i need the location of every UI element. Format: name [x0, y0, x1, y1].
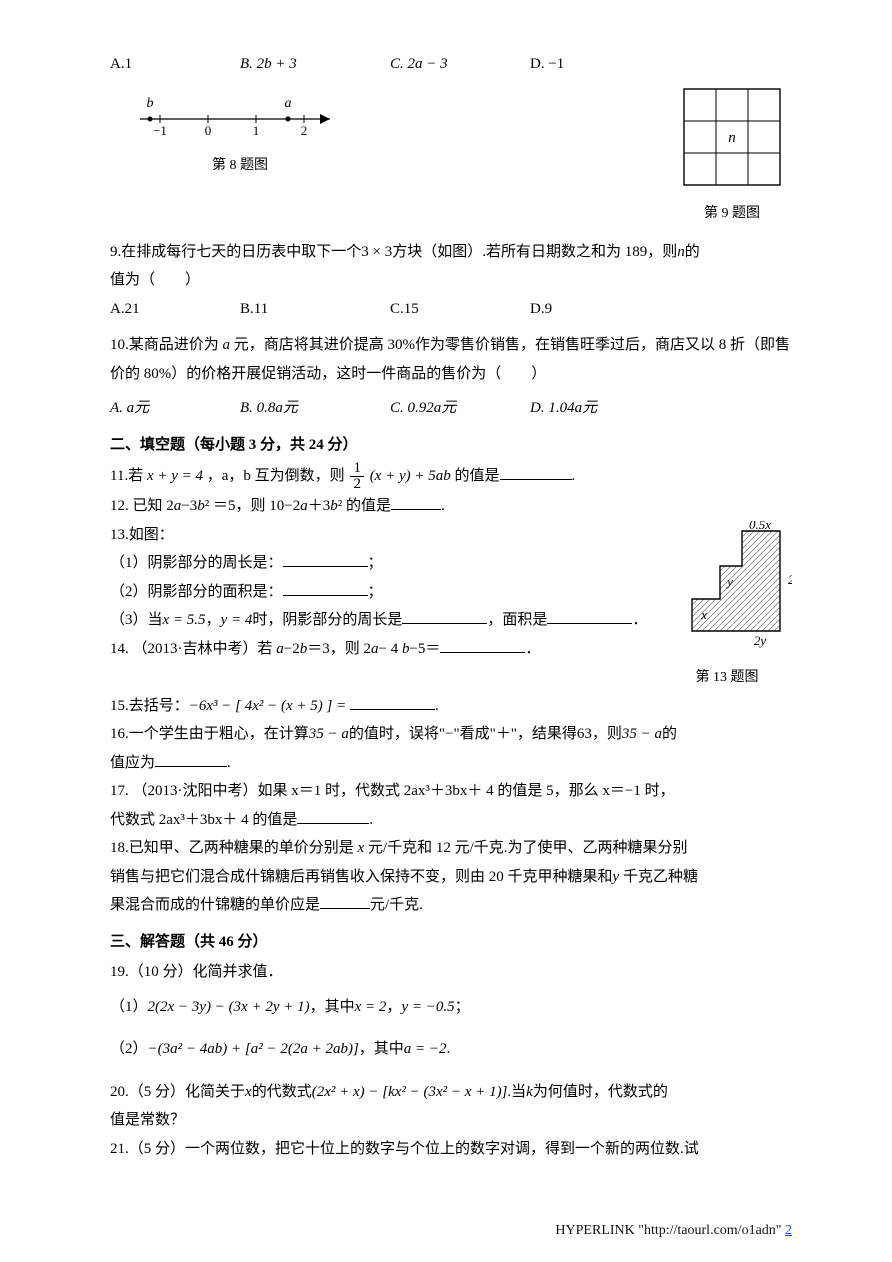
svg-text:2: 2: [301, 123, 308, 138]
q16-line1: 16.一个学生由于粗心，在计算35 − a的值时，误将"−"看成"＋"，结果得6…: [110, 720, 792, 749]
q18-blank: [320, 893, 370, 909]
q17-line1: 17. （2013·沈阳中考）如果 x＝1 时，代数式 2ax³＋3bx＋ 4 …: [110, 777, 792, 806]
q18-line1: 18.已知甲、乙两种糖果的单价分别是 x 元/千克和 12 元/千克.为了使甲、…: [110, 834, 792, 863]
q11: 11.若 x + y = 4 ，a，b 互为倒数，则 12 (x + y) + …: [110, 461, 792, 492]
q14-blank: [440, 637, 525, 653]
q9-opt-c: C.15: [390, 295, 530, 324]
svg-text:x: x: [700, 607, 707, 622]
svg-text:2y: 2y: [754, 633, 767, 648]
q20-line2: 值是常数？: [110, 1106, 792, 1135]
q10-text: 10.某商品进价为 a 元，商店将其进价提高 30%作为零售价销售，在销售旺季过…: [110, 331, 792, 388]
q13-blank2: [283, 580, 368, 596]
q17-line2: 代数式 2ax³＋3bx＋ 4 的值是.: [110, 806, 792, 835]
svg-text:0.5x: 0.5x: [749, 521, 771, 532]
q10-opt-c: C. 0.92a元: [390, 394, 530, 423]
q10-opt-d: D. 1.04a元: [530, 394, 597, 423]
q18-line3: 果混合而成的什锦糖的单价应是元/千克.: [110, 891, 792, 920]
number-line-svg: b a −1 0 1 2: [130, 87, 350, 139]
q19-part1: （1）2(2x − 3y) − (3x + 2y + 1)，其中x = 2，y …: [110, 993, 792, 1022]
q15: 15.去括号：−6x³ − [ 4x² − (x + 5) ] = .: [110, 692, 792, 721]
q19-head: 19.（10 分）化简并求值．: [110, 958, 792, 987]
svg-text:n: n: [728, 130, 736, 146]
q12: 12. 已知 2a−3b² ＝5，则 10−2a＋3b² 的值是.: [110, 492, 792, 521]
q19-part2: （2）−(3a² − 4ab) + [a² − 2(2a + 2ab)]，其中a…: [110, 1035, 792, 1064]
q12-blank: [391, 494, 441, 510]
footer-page-link[interactable]: 2: [785, 1223, 792, 1238]
q9-opt-b: B.11: [240, 295, 390, 324]
q9-options: A.21 B.11 C.15 D.9: [110, 295, 792, 324]
page-footer: HYPERLINK "http://taourl.com/o1adn" 2: [0, 1193, 892, 1259]
opt-d: D. −1: [530, 50, 564, 79]
footer-text: HYPERLINK "http://taourl.com/o1adn": [555, 1223, 785, 1238]
section-3-heading: 三、解答题（共 46 分）: [110, 928, 792, 957]
opt-b: B. 2b + 3: [240, 50, 390, 79]
figure-13: 0.5x y x 2x 2y 第 13 题图: [662, 521, 792, 692]
q17-blank: [297, 808, 369, 824]
q9-line1: 9.在排成每行七天的日历表中取下一个3 × 3方块（如图）.若所有日期数之和为 …: [110, 238, 792, 267]
figure-8-caption: 第 8 题图: [130, 153, 350, 180]
grid-svg: n: [682, 87, 782, 187]
opt-c: C. 2a − 3: [390, 50, 530, 79]
svg-text:0: 0: [205, 123, 212, 138]
q9-opt-d: D.9: [530, 295, 552, 324]
svg-text:2x: 2x: [788, 572, 792, 587]
svg-text:b: b: [147, 96, 154, 111]
q20-line1: 20.（5 分）化简关于x的代数式(2x² + x) − [kx² − (3x²…: [110, 1078, 792, 1107]
q15-blank: [350, 694, 435, 710]
opt-a: A.1: [110, 50, 240, 79]
svg-text:−1: −1: [153, 123, 167, 138]
q-top-options: A.1 B. 2b + 3 C. 2a − 3 D. −1: [110, 50, 792, 79]
figure-row-8-9: b a −1 0 1 2 第 8 题图 n 第 9 题图: [110, 87, 792, 228]
q13-blank1: [283, 551, 368, 567]
svg-text:1: 1: [253, 123, 260, 138]
svg-text:y: y: [725, 574, 733, 589]
q11-blank: [500, 464, 572, 480]
q18-line2: 销售与把它们混合成什锦糖后再销售收入保持不变，则由 20 千克甲种糖果和y 千克…: [110, 863, 792, 892]
figure-9: n 第 9 题图: [682, 87, 782, 228]
q9-opt-a: A.21: [110, 295, 240, 324]
figure-13-svg: 0.5x y x 2x 2y: [662, 521, 792, 651]
q16-line2: 值应为.: [110, 749, 792, 778]
q16-blank: [155, 751, 227, 767]
q10-options: A. a元 B. 0.8a元 C. 0.92a元 D. 1.04a元: [110, 394, 792, 423]
q9-line2: 值为（ ）: [110, 266, 792, 295]
figure-13-caption: 第 13 题图: [662, 665, 792, 692]
q13-blank3a: [402, 608, 487, 624]
svg-text:a: a: [285, 96, 292, 111]
section-2-heading: 二、填空题（每小题 3 分，共 24 分）: [110, 431, 792, 460]
q10-opt-b: B. 0.8a元: [240, 394, 390, 423]
figure-8: b a −1 0 1 2 第 8 题图: [110, 87, 350, 180]
figure-9-caption: 第 9 题图: [682, 201, 782, 228]
q10-opt-a: A. a元: [110, 394, 240, 423]
q21: 21.（5 分）一个两位数，把它十位上的数字与个位上的数字对调，得到一个新的两位…: [110, 1135, 792, 1164]
q13-blank3b: [547, 608, 632, 624]
